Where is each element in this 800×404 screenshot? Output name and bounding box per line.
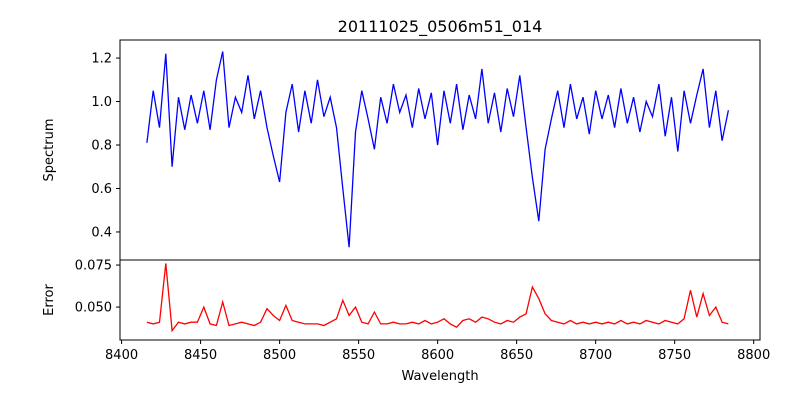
x-axis-label: Wavelength xyxy=(401,369,478,384)
spectrum-ytick-label: 0.6 xyxy=(91,182,112,197)
chart-title: 20111025_0506m51_014 xyxy=(338,17,543,37)
error-ylabel: Error xyxy=(42,284,57,316)
xtick-label: 8600 xyxy=(421,348,454,363)
error-ytick-label: 0.050 xyxy=(75,301,112,316)
xtick-label: 8700 xyxy=(579,348,612,363)
spectrum-axes-frame xyxy=(119,39,761,261)
xtick-label: 8500 xyxy=(263,348,296,363)
error-ytick-label: 0.075 xyxy=(75,259,112,274)
spectrum-ytick-label: 0.4 xyxy=(91,225,112,240)
error-panel: 0.050 0.075 8400 8450 8500 8550 8600 8650 8700 87… xyxy=(75,259,770,363)
spectrum-line xyxy=(146,51,730,248)
xtick-label: 8400 xyxy=(105,348,138,363)
spectrum-ytick-label: 1.0 xyxy=(91,95,112,110)
spectrum-panel: 0.4 0.6 0.8 1.0 1.2 xyxy=(91,39,761,261)
xtick-label: 8750 xyxy=(658,348,691,363)
spectrum-ytick-label: 1.2 xyxy=(91,52,112,67)
xtick-label: 8550 xyxy=(342,348,375,363)
xtick-label: 8800 xyxy=(737,348,770,363)
error-line xyxy=(146,263,729,333)
xtick-label: 8450 xyxy=(184,348,217,363)
spectrum-ytick-label: 0.8 xyxy=(91,139,112,154)
spectrum-ylabel: Spectrum xyxy=(42,119,57,182)
xtick-label: 8650 xyxy=(500,348,533,363)
error-axes-frame xyxy=(119,259,761,341)
